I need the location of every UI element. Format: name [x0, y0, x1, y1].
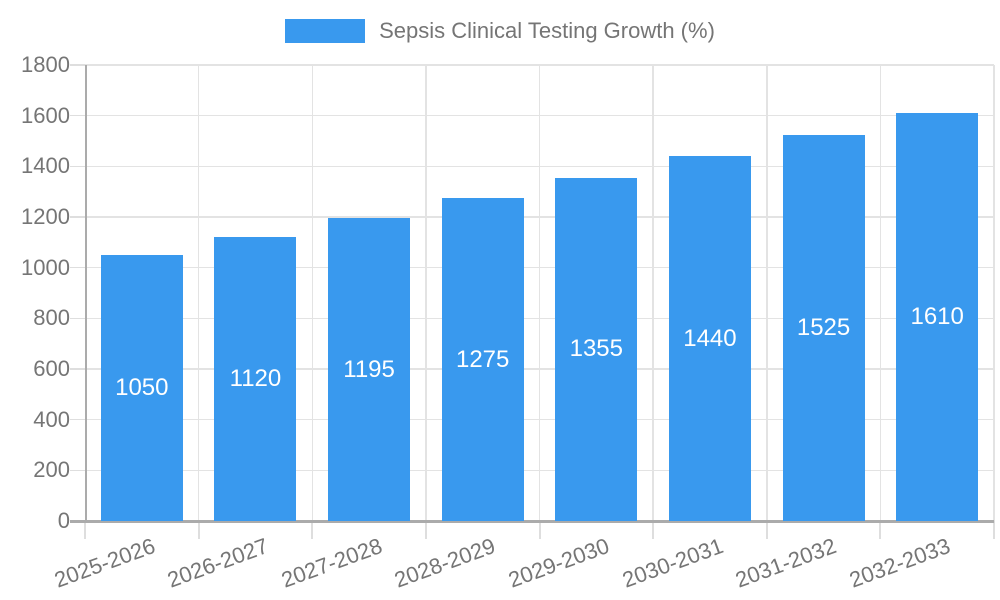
x-gridline: [652, 65, 654, 521]
y-axis-tick-label: 1200: [21, 204, 70, 229]
y-axis-tick: [70, 64, 85, 66]
x-axis-tick: [879, 521, 882, 539]
bar-value-label: 1355: [569, 335, 623, 363]
bar[interactable]: 1275: [441, 198, 524, 521]
y-axis-tick: [70, 216, 85, 218]
x-gridline: [197, 65, 200, 521]
y-axis-tick: [70, 114, 85, 117]
x-axis-tick: [652, 521, 655, 539]
y-axis-tick-label: 1600: [21, 102, 70, 128]
bar-value-label: 1610: [910, 303, 964, 331]
y-axis-tick-label: 0: [57, 508, 70, 533]
legend: Sepsis Clinical Testing Growth (%): [0, 17, 1000, 45]
x-axis-label: 2026-2027: [164, 533, 272, 593]
plot-area: 1050 1120 1195 1275 1355 1440 1525 1610: [70, 64, 995, 539]
bar-value-label: 1120: [229, 365, 282, 393]
bar[interactable]: 1525: [782, 134, 865, 521]
y-axis-tick: [70, 418, 85, 421]
x-axis-tick: [765, 521, 768, 539]
bar[interactable]: 1195: [328, 218, 411, 521]
x-axis-tick: [538, 521, 541, 539]
x-gridline: [993, 65, 995, 521]
y-axis-tick-label: 1000: [21, 254, 70, 280]
x-gridline: [766, 65, 768, 521]
x-axis-label: 2029-2030: [505, 533, 613, 593]
x-axis-label: 2025-2026: [50, 533, 159, 593]
y-axis-tick-label: 400: [33, 406, 70, 432]
bar[interactable]: 1355: [555, 177, 638, 521]
y-axis-tick-label: 200: [33, 457, 70, 483]
y-axis-tick: [70, 165, 85, 168]
x-gridline: [311, 65, 313, 521]
legend-swatch: [285, 19, 366, 43]
x-axis-tick: [197, 521, 200, 539]
x-axis-label: 2027-2028: [277, 533, 386, 593]
x-axis-tick: [993, 521, 995, 539]
y-axis-tick: [70, 368, 85, 370]
x-axis-tick: [84, 521, 86, 539]
bar-value-label: 1440: [683, 324, 737, 352]
x-axis-tick: [424, 521, 427, 539]
y-axis-tick: [70, 266, 85, 269]
bar-value-label: 1195: [343, 355, 395, 383]
x-axis-label: 2030-2031: [618, 533, 727, 593]
y-axis-tick: [70, 317, 85, 320]
bar-value-label: 1525: [796, 313, 851, 341]
y-axis-tick-label: 800: [33, 305, 70, 331]
bar[interactable]: 1050: [100, 255, 183, 521]
x-axis-label: 2032-2033: [845, 533, 954, 593]
x-gridline: [538, 65, 541, 521]
x-axis-label: 2028-2029: [391, 533, 499, 593]
x-axis-tick: [311, 521, 314, 539]
bar[interactable]: 1440: [668, 156, 751, 521]
x-gridline: [425, 65, 427, 521]
legend-label: Sepsis Clinical Testing Growth (%): [379, 18, 715, 43]
x-gridline: [879, 65, 882, 521]
y-axis-tick-label: 1400: [21, 153, 70, 179]
y-axis-line: [85, 65, 87, 521]
y-axis-tick-label: 1800: [21, 52, 70, 77]
bar[interactable]: 1610: [896, 113, 979, 521]
x-axis-label: 2031-2032: [732, 533, 840, 593]
bar-value-label: 1275: [455, 345, 510, 373]
x-axis-line: [70, 520, 994, 523]
y-axis-tick: [70, 469, 85, 472]
y-axis-tick-label: 600: [33, 356, 70, 381]
bar-value-label: 1050: [115, 374, 169, 401]
bar[interactable]: 1120: [214, 237, 297, 521]
